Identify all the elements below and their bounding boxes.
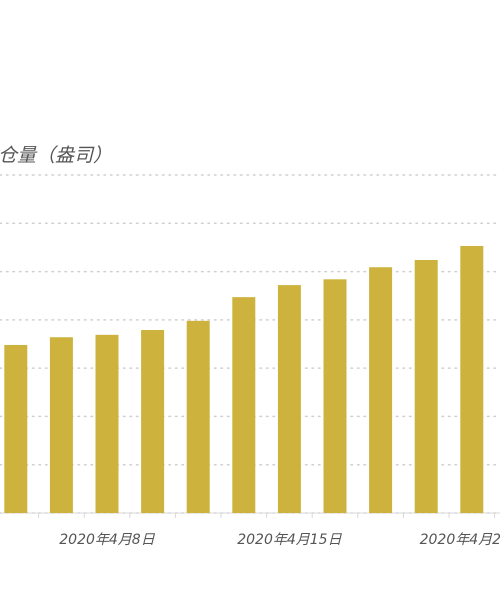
x-tick-label: 2020年4月8日 (59, 532, 155, 548)
bar (186, 320, 210, 513)
bar (369, 267, 393, 513)
x-tick-label: 2020年4月15日 (237, 532, 342, 548)
bar (49, 337, 73, 513)
bar (323, 279, 347, 513)
bar (141, 329, 165, 513)
bar (4, 344, 28, 513)
bar (95, 334, 119, 513)
bar (414, 259, 438, 513)
chart-title: 仓量（盎司） (0, 145, 112, 167)
bar (277, 285, 301, 513)
x-tick-label: 2020年4月22日 (420, 532, 500, 548)
bar (232, 297, 256, 513)
bar (460, 245, 484, 514)
